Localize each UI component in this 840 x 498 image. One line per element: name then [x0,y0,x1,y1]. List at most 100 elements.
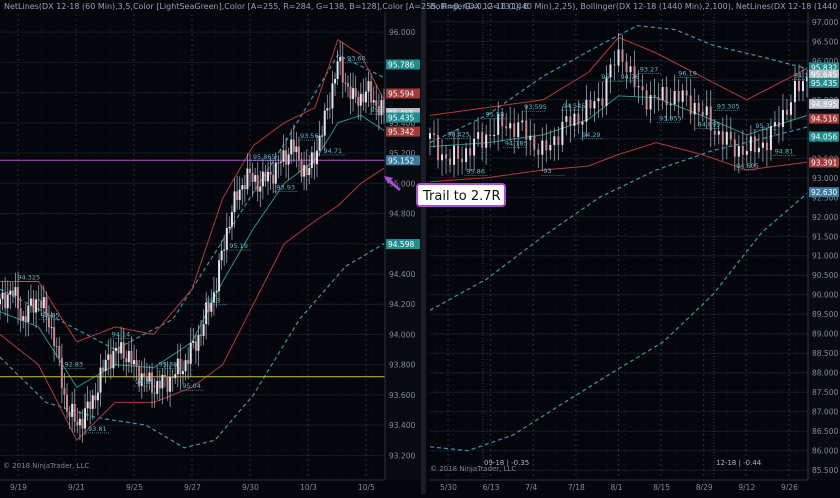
left-candle-body [127,350,130,363]
left-candle-body [194,341,197,351]
right-candle-body [617,49,620,66]
left-candle-body [125,358,128,363]
right-candle-body [513,123,516,138]
left-candle-body [218,260,221,292]
right-candle-body [713,130,716,135]
left-candle-body [122,342,125,359]
left-candle-body [84,408,87,429]
right-candle-body [729,131,732,140]
left-candle-body [300,159,303,177]
left-series [0,38,385,449]
left-level-label: 94.14 [112,331,131,339]
right-candle-body [741,145,744,155]
left-level-label: 95.36 [159,360,178,368]
left-candle-body [6,294,9,309]
left-y-tick-label: 96.000 [389,28,415,37]
left-candle-body [81,418,84,429]
left-candle-body [331,83,334,109]
left-price-badge [386,88,420,99]
left-candle-body [156,380,159,394]
left-candle-body [189,342,192,364]
left-candle-body [367,81,370,92]
left-candle-body [197,334,200,351]
left-candle-body [71,403,74,417]
left-candle-body [17,287,20,309]
right-price-badge-label: 95.435 [811,79,837,88]
right-y-tick-label: 90.500 [812,271,838,280]
right-candle-body [577,113,580,125]
right-candle-body [465,148,468,163]
right-candle-body [497,113,500,135]
left-candle-body [27,305,30,322]
left-candle-body [315,150,318,165]
left-candle-body [200,334,203,336]
left-candle-body [259,186,262,192]
left-price-axis[interactable]: 96.00095.80095.60095.40095.20095.00094.8… [384,12,421,480]
right-candle-body [701,111,704,116]
right-bb25-mid [429,95,808,148]
right-candle-body [509,123,512,129]
left-candle-body [94,395,97,401]
left-candle-body [22,316,25,321]
left-level-label: 94.71 [324,147,343,155]
left-candle-body [279,161,282,163]
right-price-badge [809,113,839,124]
right-candle-body [661,87,664,101]
right-candle-body [765,142,768,151]
right-candle-body [445,154,448,159]
left-candle-body [339,56,342,62]
right-candle-body [793,81,796,103]
left-candle-body [364,91,367,103]
right-candle-body [585,99,588,122]
right-price-axis[interactable]: 97.00096.50096.00095.50095.00094.50094.0… [807,12,840,480]
left-candle-body [233,191,236,213]
left-candle-body [184,360,187,372]
right-candle-body [493,134,496,137]
right-candle-body [525,120,528,140]
left-candle-body [223,249,226,251]
right-candle-body [589,99,592,109]
left-y-tick-label: 94.400 [389,270,415,279]
left-candle-body [161,374,164,389]
right-y-tick-label: 96.500 [812,37,838,46]
left-candle-body [230,212,233,227]
panel-splitter[interactable] [421,0,426,494]
left-candle-body [86,401,89,409]
left-candle-body [287,154,290,165]
right-time-axis[interactable]: 5/30 6/13 7/4 7/18 8/1 8/15 8/29 9/12 9/26 [430,479,808,492]
right-candle-body [605,77,608,106]
left-grid [0,14,385,478]
left-candle-body [133,360,136,365]
right-candle-body [673,91,676,105]
left-candle-body [91,395,94,409]
trail-annotation[interactable]: Trail to 2.7R [384,176,506,207]
left-candle-body [375,100,378,107]
right-indicator-header: Bollinger(DX 12-18 (1440 Min),2,25), Bol… [430,2,840,11]
left-candle-body [334,78,337,84]
left-candle-body [292,139,295,153]
left-candle-body [346,83,349,87]
right-candle-body [505,126,508,129]
left-candle-body [29,298,32,306]
left-level-label: 93.93 [276,184,295,192]
left-candle-body [102,367,105,372]
left-time-axis[interactable]: 9/19 9/21 9/25 9/27 9/30 10/3 10/5 [0,479,385,492]
left-price-badge-label: 95.342 [388,128,414,137]
right-bb100-lower [429,192,808,452]
right-level-label: 93 [543,167,551,175]
right-candle-body [789,102,792,115]
right-candle-body [733,139,736,157]
left-candle-body [35,299,38,313]
left-candle-body [318,135,321,151]
right-candle-body [521,120,524,123]
right-y-tick-label: 93.000 [812,174,838,183]
right-y-tick-label: 89.000 [812,330,838,339]
right-grid [430,14,808,478]
left-candle-body [370,81,373,103]
left-price-badge [386,155,420,166]
right-candle-body [769,126,772,151]
left-candle-body [99,367,102,393]
right-bb25-lower [429,142,808,183]
